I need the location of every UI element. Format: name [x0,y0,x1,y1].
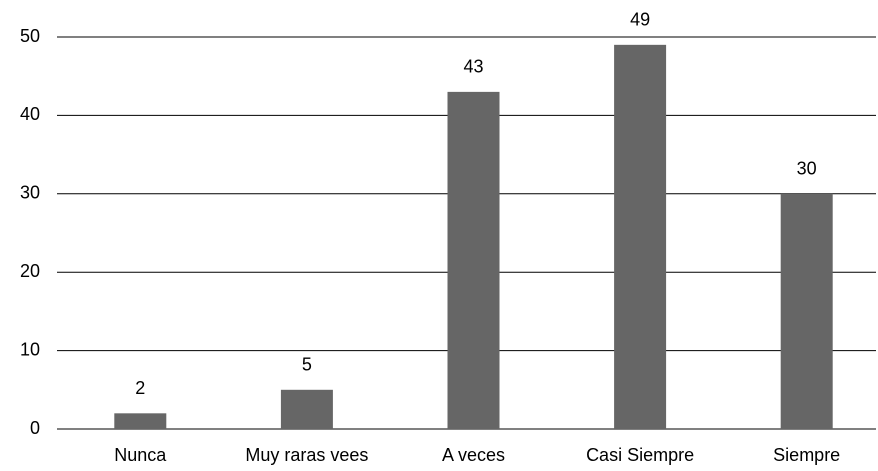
data-label: 43 [463,57,483,77]
bar [280,389,333,429]
data-label: 2 [135,378,145,398]
y-tick-label: 50 [20,26,40,46]
y-tick-label: 20 [20,261,40,281]
bar [614,44,667,430]
bar [780,193,833,429]
x-tick-label: A veces [442,445,505,465]
data-label: 5 [302,355,312,375]
data-label: 49 [630,10,650,30]
x-tick-label: Casi Siempre [586,445,694,465]
y-tick-label: 40 [20,104,40,124]
y-tick-label: 10 [20,339,40,359]
y-tick-label: 30 [20,183,40,203]
bar [114,413,167,429]
data-label: 30 [797,159,817,179]
x-tick-label: Nunca [114,445,167,465]
y-tick-label: 0 [30,418,40,438]
x-tick-label: Muy raras vees [245,445,368,465]
bar [447,91,500,429]
x-tick-label: Siempre [773,445,840,465]
